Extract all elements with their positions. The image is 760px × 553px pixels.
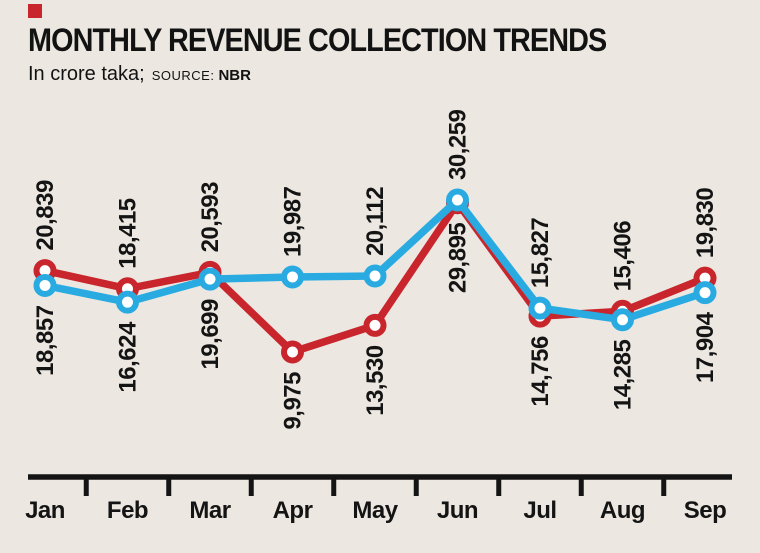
value-label-above: 19,830 xyxy=(692,188,719,259)
value-label-above: 20,112 xyxy=(362,187,389,256)
value-label-below: 29,895 xyxy=(445,223,472,294)
marker-blue-series xyxy=(693,281,717,305)
accent-square xyxy=(28,4,42,18)
marker-blue-series xyxy=(528,296,552,320)
month-label: Jul xyxy=(523,497,556,524)
marker-blue-series xyxy=(446,188,469,212)
value-label-above: 15,406 xyxy=(610,221,637,292)
value-label-below: 13,530 xyxy=(362,345,389,416)
value-label-below: 18,857 xyxy=(32,305,59,376)
marker-blue-series xyxy=(363,264,387,288)
month-label: Feb xyxy=(107,497,148,524)
value-label-below: 19,699 xyxy=(197,299,224,370)
marker-blue-series xyxy=(198,267,222,291)
marker-blue-series xyxy=(281,265,304,289)
marker-blue-series xyxy=(611,308,634,332)
marker-red-series xyxy=(363,313,387,337)
value-label-below: 14,285 xyxy=(610,340,637,411)
source-value: NBR xyxy=(218,67,251,84)
value-label-above: 20,593 xyxy=(197,182,224,253)
chart-title: MONTHLY REVENUE COLLECTION TRENDS xyxy=(28,22,607,58)
value-label-below: 9,975 xyxy=(280,372,307,430)
unit-label: In crore taka; xyxy=(28,63,145,85)
value-label-below: 14,756 xyxy=(527,336,554,407)
month-label: May xyxy=(352,497,398,524)
value-label-above: 18,415 xyxy=(115,198,142,269)
month-label: Sep xyxy=(684,497,727,524)
marker-blue-series xyxy=(116,290,139,314)
month-label: Jun xyxy=(437,497,478,524)
month-label: Mar xyxy=(189,497,230,524)
marker-blue-series xyxy=(33,273,57,297)
value-label-below: 16,624 xyxy=(115,321,142,393)
value-label-above: 19,987 xyxy=(279,186,306,257)
chart-subtitle: In crore taka; SOURCE: NBR xyxy=(28,63,251,86)
value-label-below: 17,904 xyxy=(692,311,719,383)
month-label: Jan xyxy=(25,497,65,524)
month-label: Apr xyxy=(273,497,313,524)
source-label: SOURCE: xyxy=(151,68,215,83)
value-label-above: 15,827 xyxy=(527,218,554,289)
marker-red-series xyxy=(281,340,304,364)
value-label-above: 30,259 xyxy=(445,109,472,180)
value-label-above: 20,839 xyxy=(32,180,59,251)
month-label: Aug xyxy=(600,497,645,524)
